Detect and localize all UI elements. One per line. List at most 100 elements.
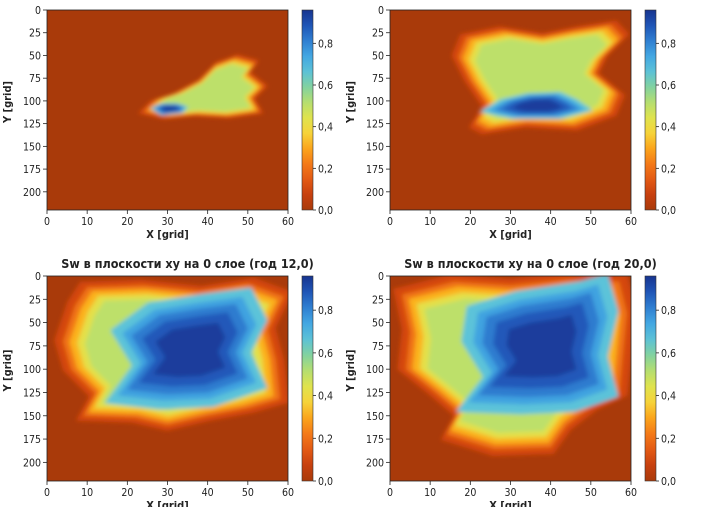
y-tick-label: 100 (23, 364, 41, 376)
colorbar-frame (644, 9, 657, 211)
x-tick-label: 60 (625, 487, 637, 499)
y-tick-label: 150 (23, 141, 41, 153)
x-tick-label: 60 (282, 487, 294, 499)
y-tick-label: 175 (23, 164, 41, 176)
y-tick-label: 175 (366, 434, 384, 446)
colorbar-tick-label: 0,0 (318, 205, 333, 217)
y-axis-label: Y [grid] (1, 349, 14, 392)
x-axis-label: X [grid] (489, 228, 532, 241)
colorbar-tick-label: 0,8 (661, 38, 676, 50)
colorbar (645, 10, 656, 210)
y-tick-label: 75 (372, 341, 384, 353)
colorbar (302, 276, 313, 481)
colorbar-frame (301, 275, 314, 482)
y-tick-label: 200 (23, 187, 41, 199)
colorbar-tick-label: 0,6 (661, 348, 676, 360)
x-tick-label: 30 (504, 216, 516, 228)
colorbar-tick-label: 0,0 (661, 476, 676, 488)
x-tick-label: 40 (545, 216, 557, 228)
x-tick-label: 20 (464, 216, 476, 228)
x-tick-label: 50 (585, 487, 597, 499)
x-tick-label: 20 (464, 487, 476, 499)
x-tick-label: 50 (242, 487, 254, 499)
colorbar-tick-label: 0,6 (661, 80, 676, 92)
saturation-contour (153, 322, 226, 377)
colorbar-tick-label: 0,6 (318, 80, 333, 92)
x-tick-label: 30 (161, 487, 173, 499)
y-tick-label: 125 (23, 119, 41, 131)
y-tick-label: 0 (378, 271, 384, 283)
colorbar-tick-label: 0,8 (661, 305, 676, 317)
colorbar-tick-label: 0,2 (661, 433, 676, 445)
colorbar-tick-label: 0,4 (318, 122, 333, 134)
y-tick-label: 25 (372, 28, 384, 40)
x-tick-label: 20 (121, 487, 133, 499)
y-tick-label: 0 (35, 271, 41, 283)
colorbar-tick-label: 0,2 (318, 163, 333, 175)
x-tick-label: 0 (44, 487, 50, 499)
panel-4: Sw в плоскости xy на 0 слое (год 20,0) 0… (344, 256, 676, 507)
y-tick-label: 100 (366, 96, 384, 108)
colorbar-tick-label: 0,6 (318, 348, 333, 360)
y-tick-label: 150 (23, 411, 41, 423)
y-tick-label: 125 (366, 387, 384, 399)
panel-1: 0 10 20 30 40 50 60 0 25 50 75 100 125 150 175 200 X [gr… (1, 5, 333, 241)
y-tick-label: 150 (366, 141, 384, 153)
colorbar-tick-label: 0,8 (318, 305, 333, 317)
x-tick-label: 10 (81, 216, 93, 228)
x-tick-label: 30 (504, 487, 516, 499)
y-axis-label: Y [grid] (344, 349, 357, 392)
saturation-field (393, 276, 631, 456)
y-axis-label: Y [grid] (1, 81, 14, 124)
x-tick-label: 0 (44, 216, 50, 228)
y-tick-label: 50 (29, 318, 41, 330)
y-tick-label: 125 (23, 387, 41, 399)
y-tick-label: 50 (372, 50, 384, 62)
colorbar-frame (301, 9, 314, 211)
x-axis-label: X [grid] (146, 228, 189, 241)
colorbar-tick-label: 0,4 (661, 122, 676, 134)
y-tick-label: 100 (23, 96, 41, 108)
x-axis-label: X [grid] (489, 499, 532, 507)
y-tick-label: 175 (366, 164, 384, 176)
x-tick-label: 40 (202, 216, 214, 228)
panel-title: Sw в плоскости xy на 0 слое (год 20,0) (404, 256, 656, 271)
x-tick-label: 60 (282, 216, 294, 228)
y-tick-label: 200 (23, 457, 41, 469)
x-tick-label: 10 (424, 216, 436, 228)
colorbar-frame (644, 275, 657, 482)
x-tick-label: 50 (242, 216, 254, 228)
y-tick-label: 200 (366, 187, 384, 199)
x-tick-label: 50 (585, 216, 597, 228)
saturation-contour (512, 99, 563, 112)
x-tick-label: 0 (387, 216, 393, 228)
panel-title: Sw в плоскости xy на 0 слое (год 12,0) (61, 256, 313, 271)
x-tick-label: 0 (387, 487, 393, 499)
x-tick-label: 30 (161, 216, 173, 228)
y-tick-label: 0 (378, 5, 384, 17)
y-tick-label: 100 (366, 364, 384, 376)
saturation-contour (504, 314, 577, 378)
panel-2: 0 10 20 30 40 50 60 0 25 50 75 100 125 150 175 200 X [gr… (344, 5, 676, 241)
x-tick-label: 60 (625, 216, 637, 228)
y-axis-label: Y [grid] (344, 81, 357, 124)
y-tick-label: 75 (29, 341, 41, 353)
x-tick-label: 10 (81, 487, 93, 499)
x-tick-label: 20 (121, 216, 133, 228)
colorbar-tick-label: 0,8 (318, 38, 333, 50)
y-tick-label: 125 (366, 119, 384, 131)
x-axis-label: X [grid] (146, 499, 189, 507)
x-tick-label: 40 (545, 487, 557, 499)
x-tick-label: 10 (424, 487, 436, 499)
y-tick-label: 50 (372, 318, 384, 330)
saturation-field (137, 54, 268, 120)
y-tick-label: 25 (29, 28, 41, 40)
panel-3: Sw в плоскости xy на 0 слое (год 12,0) 0… (1, 256, 333, 507)
y-tick-label: 25 (372, 294, 384, 306)
y-tick-label: 200 (366, 457, 384, 469)
saturation-contour (161, 106, 179, 112)
y-tick-label: 75 (29, 73, 41, 85)
colorbar-tick-label: 0,4 (318, 391, 333, 403)
colorbar-tick-label: 0,2 (318, 433, 333, 445)
